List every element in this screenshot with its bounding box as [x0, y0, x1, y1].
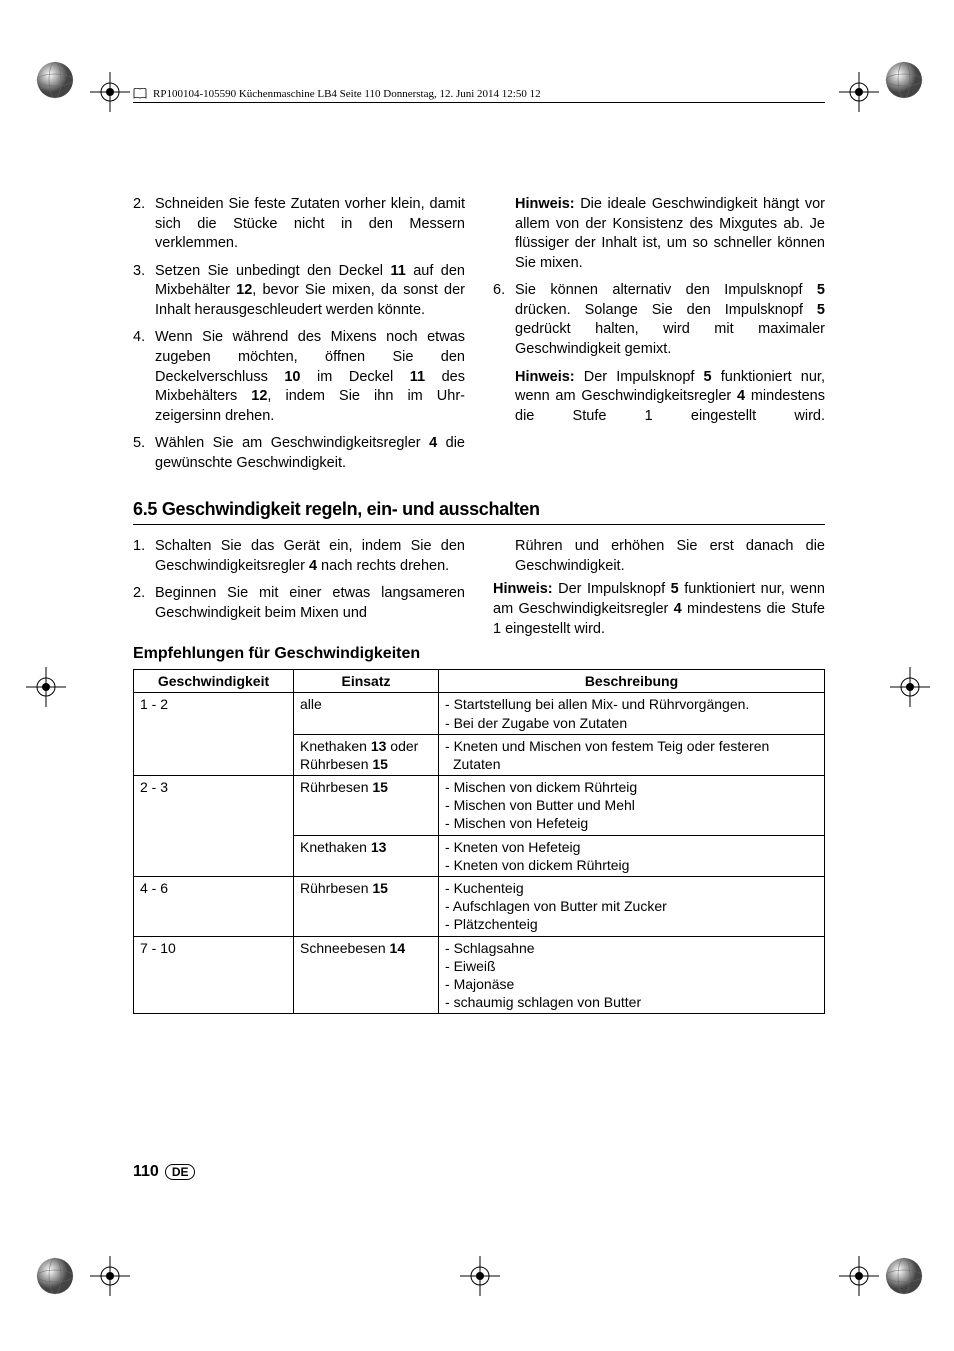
- cell-desc: Kneten von HefeteigKneten von dickem Rüh…: [439, 835, 825, 876]
- right-column-2: Rühren und erhöhen Sie erst danach die G…: [493, 537, 825, 639]
- instruction-list-left: 2.Schneiden Sie feste Zutaten vorher kle…: [133, 195, 465, 473]
- hinweis-2: Hinweis: Der Impulsknopf 5 funktioniert …: [515, 368, 825, 427]
- table-row: 4 - 6Rührbesen 15KuchenteigAufschlagen v…: [134, 877, 825, 937]
- th-einsatz: Einsatz: [294, 670, 439, 693]
- hinweis-1: Hinweis: Die ideale Geschwindigkeit häng…: [515, 195, 825, 273]
- table-row: 7 - 10Schneebesen 14SchlagsahneEiweißMaj…: [134, 936, 825, 1014]
- regmark-icon: [839, 72, 879, 112]
- header-text: RP100104-105590 Küchenmaschine LB4 Seite…: [153, 88, 541, 100]
- regmark-icon: [839, 1256, 879, 1296]
- right-column-1: Hinweis: Die ideale Geschwindigkeit häng…: [493, 195, 825, 481]
- regmark-icon: [90, 1256, 130, 1296]
- running-header: RP100104-105590 Küchenmaschine LB4 Seite…: [133, 88, 825, 103]
- instruction-list-right: 6. Sie können alternativ den Impulsknopf…: [493, 281, 825, 359]
- cell-desc: Kneten und Mischen von festem Teig oder …: [439, 734, 825, 775]
- speed-table: Geschwindigkeit Einsatz Beschreibung 1 -…: [133, 669, 825, 1014]
- cell-speed: 7 - 10: [134, 936, 294, 1014]
- hinweis-3: Hinweis: Der Impulsknopf 5 funktioniert …: [493, 580, 825, 639]
- instruction-list-2: 1.Schalten Sie das Gerät ein, indem Sie …: [133, 537, 465, 623]
- corner-sphere-icon: [35, 60, 75, 100]
- columns-block-1: 2.Schneiden Sie feste Zutaten vorher kle…: [133, 195, 825, 481]
- corner-sphere-icon: [884, 60, 924, 100]
- section-rule: [133, 524, 825, 525]
- regmark-icon: [890, 667, 930, 707]
- cell-einsatz: Schneebesen 14: [294, 936, 439, 1014]
- list-item: 2.Beginnen Sie mit einer etwas langsame­…: [133, 584, 465, 623]
- corner-sphere-icon: [35, 1256, 75, 1296]
- list-item: 5.Wählen Sie am Geschwindigkeitsregler 4…: [133, 434, 465, 473]
- page-footer: 110 DE: [133, 1163, 195, 1181]
- list-item: 1.Schalten Sie das Gerät ein, indem Sie …: [133, 537, 465, 576]
- cell-einsatz: Knethaken 13 oder Rührbesen 15: [294, 734, 439, 775]
- cell-speed: 4 - 6: [134, 877, 294, 937]
- cell-einsatz: Rührbesen 15: [294, 776, 439, 836]
- corner-sphere-icon: [884, 1256, 924, 1296]
- left-column-1: 2.Schneiden Sie feste Zutaten vorher kle…: [133, 195, 465, 481]
- cell-desc: Mischen von dickem RührteigMischen von B…: [439, 776, 825, 836]
- book-icon: [133, 88, 147, 100]
- cell-einsatz: alle: [294, 693, 439, 734]
- list-item: 2.Schneiden Sie feste Zutaten vorher kle…: [133, 195, 465, 254]
- table-title: Empfehlungen für Geschwindigkeiten: [133, 645, 825, 663]
- page-content: 2.Schneiden Sie feste Zutaten vorher kle…: [133, 195, 825, 1014]
- th-desc: Beschreibung: [439, 670, 825, 693]
- regmark-icon: [90, 72, 130, 112]
- cell-desc: SchlagsahneEiweißMajonäseschaumig schlag…: [439, 936, 825, 1014]
- cell-desc: Startstellung bei allen Mix- und Rührvor…: [439, 693, 825, 734]
- cell-einsatz: Knethaken 13: [294, 835, 439, 876]
- table-row: 1 - 2alleStartstellung bei allen Mix- un…: [134, 693, 825, 734]
- th-speed: Geschwindigkeit: [134, 670, 294, 693]
- table-header-row: Geschwindigkeit Einsatz Beschreibung: [134, 670, 825, 693]
- left-column-2: 1.Schalten Sie das Gerät ein, indem Sie …: [133, 537, 465, 639]
- cell-einsatz: Rührbesen 15: [294, 877, 439, 937]
- columns-block-2: 1.Schalten Sie das Gerät ein, indem Sie …: [133, 537, 825, 639]
- list-item: 3.Setzen Sie unbedingt den Deckel 11 auf…: [133, 262, 465, 321]
- page-number: 110: [133, 1163, 159, 1181]
- cell-speed: 2 - 3: [134, 776, 294, 877]
- continuation-text: Rühren und erhöhen Sie erst danach die G…: [515, 537, 825, 576]
- list-item: 4.Wenn Sie während des Mixens noch etwas…: [133, 328, 465, 426]
- language-badge: DE: [165, 1164, 196, 1180]
- table-row: 2 - 3Rührbesen 15Mischen von dickem Rühr…: [134, 776, 825, 836]
- list-item-6: 6. Sie können alternativ den Impulsknopf…: [493, 281, 825, 359]
- cell-desc: KuchenteigAufschlagen von Butter mit Zuc…: [439, 877, 825, 937]
- cell-speed: 1 - 2: [134, 693, 294, 776]
- regmark-icon: [460, 1256, 500, 1296]
- regmark-icon: [26, 667, 66, 707]
- section-heading: 6.5 Geschwindigkeit regeln, ein- und aus…: [133, 499, 825, 520]
